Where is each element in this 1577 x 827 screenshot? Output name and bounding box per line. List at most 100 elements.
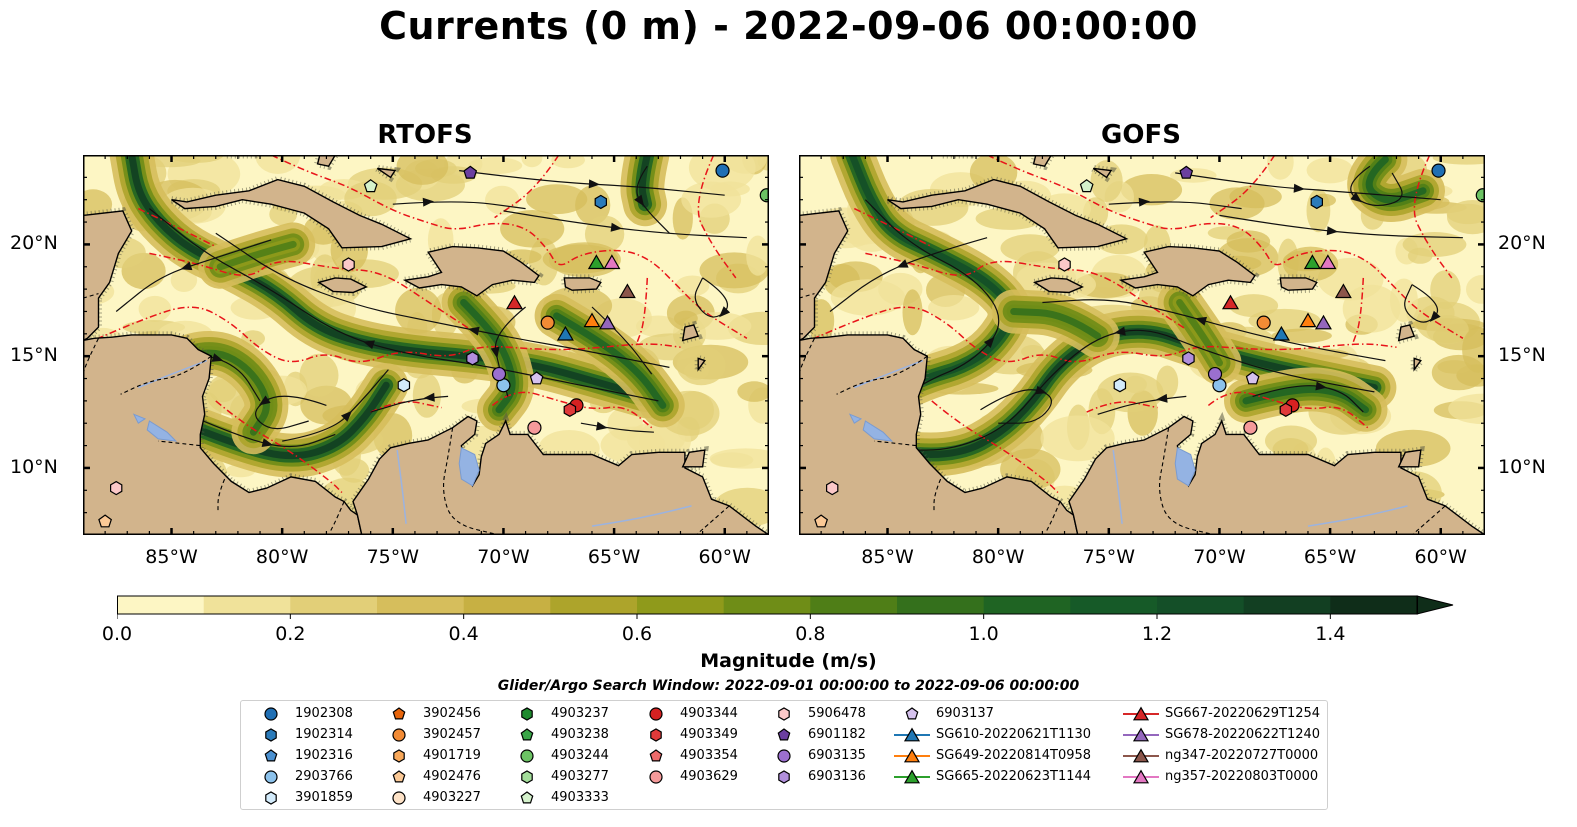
- legend-marker: [894, 748, 930, 763]
- river: [138, 359, 208, 389]
- obs-marker-4903244: [1475, 188, 1485, 203]
- country-border: [83, 338, 99, 375]
- streamline-arrow: [423, 392, 435, 402]
- legend-label: 3901859: [295, 790, 353, 805]
- legend-label: SG610-20220621T1130: [936, 727, 1092, 742]
- legend-label: 4902476: [423, 769, 481, 784]
- obs-marker-4902476: [814, 514, 829, 528]
- x-tick-label: 80°W: [971, 546, 1025, 568]
- legend-label: SG678-20220622T1240: [1165, 727, 1321, 742]
- speed-patch: [542, 244, 619, 274]
- legend-label: SG665-20220623T1144: [936, 769, 1092, 784]
- streamline: [1350, 165, 1403, 207]
- speed-patch: [674, 310, 698, 327]
- country-border: [443, 427, 500, 535]
- streamline-arrow: [896, 259, 909, 268]
- legend-label: 4903238: [551, 727, 609, 742]
- legend-symbol: [650, 728, 662, 742]
- streamline-arrow: [1138, 197, 1150, 207]
- eez-boundary: [494, 155, 560, 219]
- legend-symbol: [521, 707, 533, 721]
- legend-symbol: [264, 749, 278, 762]
- y-tick-label-left: 10°N: [10, 455, 58, 478]
- speed-patch: [1226, 230, 1271, 253]
- legend-marker: [894, 769, 930, 784]
- obs-marker-6903137: [1245, 371, 1260, 385]
- colorbar-segment: [810, 596, 898, 614]
- speed-patch: [1448, 393, 1485, 425]
- eez-boundary: [1210, 155, 1276, 219]
- obs-marker-4903333: [363, 179, 378, 193]
- legend-label: 1902308: [295, 706, 353, 721]
- speed-patch: [1040, 415, 1115, 462]
- speed-patch: [1267, 155, 1294, 180]
- speed-patch: [344, 181, 397, 217]
- country-border: [83, 293, 99, 299]
- legend-symbol: [1132, 769, 1150, 784]
- streamline: [1404, 284, 1439, 323]
- colorbar-segment: [117, 596, 205, 614]
- streamline-arrow: [719, 306, 731, 318]
- colorbar-tick-label: 0.8: [795, 623, 826, 645]
- legend-marker: [264, 707, 278, 721]
- speed-patch: [681, 181, 742, 218]
- y-tick-label-right: 15°N: [1498, 344, 1546, 367]
- speed-patch: [1432, 155, 1485, 165]
- x-tick-label: 65°W: [1303, 546, 1357, 568]
- river: [1112, 450, 1123, 524]
- country-border: [695, 505, 730, 535]
- streamline-arrow: [363, 340, 375, 350]
- streamline-arrow: [261, 438, 274, 447]
- obs-marker-SG678-20220622T1240: [598, 314, 616, 330]
- x-tick-label: 70°W: [477, 546, 530, 568]
- streamline-arrow: [1114, 326, 1126, 336]
- obs-marker-4903349: [563, 402, 577, 417]
- legend-marker: [649, 707, 663, 721]
- streamline: [1108, 201, 1242, 210]
- obs-marker-ng347-20220727T0000: [618, 283, 636, 299]
- colorbar-tick-label: 0.0: [101, 623, 133, 645]
- speed-patch: [500, 210, 565, 248]
- speed-patch: [723, 155, 768, 174]
- legend-symbol: [393, 749, 405, 763]
- speed-patch: [1120, 174, 1183, 206]
- obs-marker-5906478: [826, 480, 839, 496]
- speed-patch: [1229, 185, 1282, 209]
- streamline-arrow: [422, 197, 434, 207]
- land-hispaniola: [402, 245, 540, 297]
- legend-label: 4903277: [551, 769, 609, 784]
- speed-patch: [412, 373, 441, 418]
- land-southam: [1068, 415, 1485, 535]
- colorbar-segment: [1157, 596, 1245, 614]
- magnitude-colorbar: [117, 595, 1454, 619]
- streamline-arrow: [1315, 381, 1327, 391]
- lake-maracaibo: [458, 447, 480, 487]
- obs-marker-4903629: [1243, 420, 1258, 435]
- legend-symbol: [264, 707, 278, 721]
- legend-label: 4903629: [680, 769, 738, 784]
- legend-marker: [905, 707, 919, 720]
- obs-marker-3901859: [397, 378, 411, 393]
- current-speed-band: [638, 155, 651, 208]
- streamline-arrow: [467, 326, 480, 336]
- land-trinidad: [681, 449, 706, 468]
- legend-marker: [650, 728, 662, 742]
- obs-marker-5906478: [342, 257, 355, 272]
- obs-marker-6903135: [491, 366, 507, 382]
- legend-marker: [264, 770, 278, 784]
- colorbar-extend-arrow: [1416, 595, 1454, 615]
- speed-patch: [737, 381, 769, 402]
- speed-patch: [1342, 284, 1401, 333]
- land-centam: [83, 334, 363, 535]
- obs-marker-6901182: [463, 165, 478, 179]
- legend-symbol: [392, 728, 406, 742]
- colorbar-segment: [203, 596, 291, 614]
- x-tick-label: 75°W: [1082, 546, 1136, 568]
- x-tick-label: 80°W: [255, 546, 309, 568]
- legend-label: ng347-20220727T0000: [1165, 748, 1319, 763]
- legend-symbol: [520, 791, 534, 804]
- obs-marker-4902476: [98, 514, 113, 528]
- streamline-arrow: [1429, 310, 1441, 322]
- legend-symbol: [903, 748, 921, 763]
- legend-marker: [894, 727, 930, 742]
